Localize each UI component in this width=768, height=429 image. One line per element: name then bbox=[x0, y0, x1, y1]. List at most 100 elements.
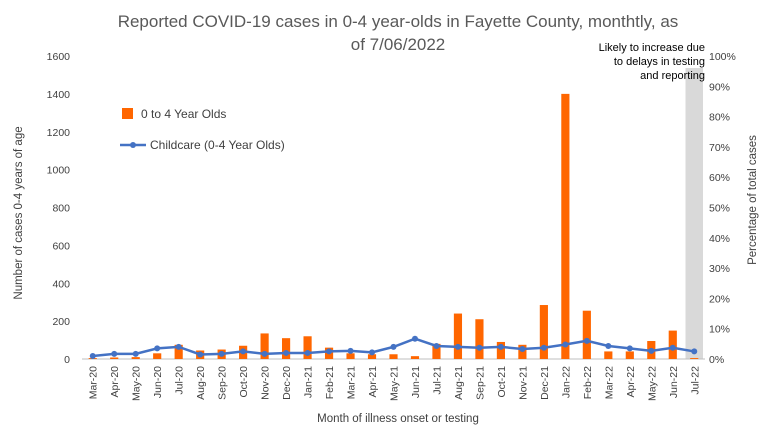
y-tick-label: 1600 bbox=[47, 51, 71, 63]
y2-axis-ticks: 0% 10% 20% 30% 40% 50% 60% 70% 80% 90% 100% bbox=[709, 51, 736, 366]
bar bbox=[432, 343, 441, 359]
line-point bbox=[476, 344, 483, 351]
annotation-line-1: Likely to increase due bbox=[599, 42, 705, 54]
bar bbox=[475, 319, 484, 359]
legend: 0 to 4 Year Olds Childcare (0-4 Year Old… bbox=[120, 107, 285, 152]
y2-tick-label: 0% bbox=[709, 354, 724, 366]
line-point bbox=[540, 344, 547, 351]
line-point bbox=[411, 335, 418, 342]
bar bbox=[260, 333, 269, 359]
chart-title-line-2: of 7/06/2022 bbox=[351, 35, 446, 54]
x-tick-label: Jan-22 bbox=[560, 366, 572, 398]
x-tick-label: Nov-21 bbox=[517, 366, 529, 400]
line-point bbox=[218, 350, 225, 357]
x-axis-ticks: Mar-20 Apr-20 May-20 Jun-20 Jul-20 Aug-20 Sep-… bbox=[88, 366, 702, 401]
x-tick-label: May-21 bbox=[389, 366, 401, 401]
line-point bbox=[390, 343, 397, 350]
x-tick-label: Mar-22 bbox=[603, 366, 615, 399]
line-point bbox=[562, 341, 569, 348]
legend-swatch-marker bbox=[130, 142, 136, 148]
x-tick-label: Mar-20 bbox=[88, 366, 100, 399]
x-tick-label: Sep-21 bbox=[474, 366, 486, 400]
line-point bbox=[605, 342, 612, 349]
line-point bbox=[347, 347, 354, 354]
bar bbox=[303, 336, 312, 359]
bar bbox=[174, 344, 183, 359]
line-point bbox=[261, 350, 268, 357]
line-point bbox=[626, 345, 633, 352]
line-point bbox=[691, 348, 698, 355]
line-point bbox=[175, 343, 182, 350]
line-point bbox=[454, 343, 461, 350]
line-point bbox=[154, 345, 161, 352]
legend-label-bars: 0 to 4 Year Olds bbox=[141, 107, 226, 121]
y-axis-ticks: 0 200 400 600 800 1000 1200 1400 1600 bbox=[47, 51, 71, 366]
line-point bbox=[240, 348, 247, 355]
line-point bbox=[519, 346, 526, 353]
x-tick-label: Nov-20 bbox=[260, 366, 272, 400]
x-tick-label: Jul-22 bbox=[689, 366, 701, 395]
bar bbox=[539, 305, 548, 359]
line-series bbox=[89, 335, 698, 359]
y-tick-label: 1000 bbox=[47, 165, 71, 177]
x-tick-label: Apr-21 bbox=[367, 366, 379, 398]
chart-title-line-1: Reported COVID-19 cases in 0-4 year-olds… bbox=[118, 12, 679, 31]
x-tick-label: Aug-20 bbox=[195, 366, 207, 400]
line-point bbox=[497, 343, 504, 350]
line-point bbox=[111, 350, 118, 357]
line-point bbox=[283, 349, 290, 356]
x-tick-label: Feb-21 bbox=[324, 366, 336, 399]
y-tick-label: 0 bbox=[64, 354, 70, 366]
line-point bbox=[326, 348, 333, 355]
bar bbox=[453, 313, 463, 359]
bar bbox=[153, 353, 162, 359]
x-tick-label: Sep-20 bbox=[217, 366, 229, 400]
x-tick-label: Apr-22 bbox=[625, 366, 637, 398]
x-tick-label: Jun-20 bbox=[152, 366, 164, 398]
bar bbox=[110, 357, 119, 359]
y2-tick-label: 30% bbox=[709, 263, 730, 275]
line-point bbox=[669, 344, 676, 351]
y2-tick-label: 100% bbox=[709, 51, 736, 63]
y2-tick-label: 10% bbox=[709, 324, 730, 336]
x-tick-label: Mar-21 bbox=[346, 366, 358, 399]
bar bbox=[561, 93, 570, 359]
y-tick-label: 600 bbox=[52, 240, 70, 252]
y2-tick-label: 60% bbox=[709, 172, 730, 184]
bar bbox=[282, 338, 291, 359]
bar bbox=[131, 357, 140, 359]
y2-tick-label: 40% bbox=[709, 233, 730, 245]
bar bbox=[367, 354, 377, 359]
legend-label-line: Childcare (0-4 Year Olds) bbox=[150, 138, 285, 152]
y-tick-label: 400 bbox=[52, 278, 70, 290]
x-tick-label: Jul-20 bbox=[174, 366, 186, 395]
y2-tick-label: 90% bbox=[709, 81, 730, 93]
x-tick-label: Dec-21 bbox=[539, 366, 551, 400]
line-point bbox=[89, 352, 96, 359]
x-tick-label: Feb-22 bbox=[582, 366, 594, 399]
x-tick-label: Apr-20 bbox=[109, 366, 121, 398]
y-tick-label: 800 bbox=[52, 203, 70, 215]
x-axis-label: Month of illness onset or testing bbox=[317, 413, 479, 425]
y2-axis-label: Percentage of total cases bbox=[747, 135, 759, 265]
x-tick-label: Jun-22 bbox=[668, 366, 680, 398]
y-axis-label: Number of cases 0-4 years of age bbox=[13, 126, 25, 299]
line-point bbox=[583, 337, 590, 344]
y2-tick-label: 70% bbox=[709, 142, 730, 154]
y-tick-label: 1200 bbox=[47, 127, 71, 139]
shaded-region bbox=[685, 68, 703, 359]
x-tick-label: Jan-21 bbox=[303, 366, 315, 398]
x-tick-label: May-22 bbox=[646, 366, 658, 401]
bar bbox=[690, 358, 699, 359]
y2-tick-label: 50% bbox=[709, 203, 730, 215]
bar bbox=[346, 353, 355, 359]
bar bbox=[496, 341, 505, 359]
x-tick-label: Aug-21 bbox=[453, 366, 465, 400]
line-point bbox=[197, 351, 204, 358]
annotation-line-2: to delays in testing bbox=[614, 56, 705, 68]
x-tick-label: Jul-21 bbox=[431, 366, 443, 395]
x-tick-label: Jun-21 bbox=[410, 366, 422, 398]
line-point bbox=[304, 349, 311, 356]
y2-tick-label: 20% bbox=[709, 293, 730, 305]
